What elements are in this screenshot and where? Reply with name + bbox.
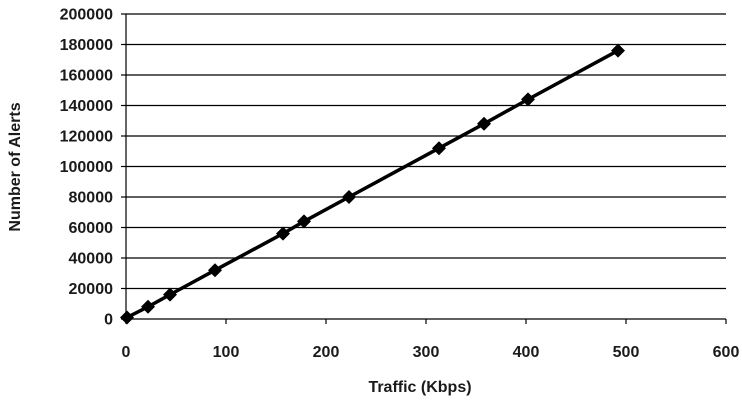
data-point-marker — [297, 214, 311, 229]
y-tick-label: 60000 — [69, 220, 114, 237]
data-point-marker — [342, 190, 356, 204]
data-point-marker — [521, 92, 535, 107]
x-tick-label: 500 — [613, 344, 640, 361]
y-tick-label: 200000 — [60, 7, 113, 24]
x-tick-label: 600 — [713, 344, 740, 361]
series-line — [126, 49, 619, 320]
y-tick-label: 0 — [104, 312, 113, 329]
x-tick-label: 0 — [122, 344, 131, 361]
x-tick-label: 100 — [213, 344, 240, 361]
x-tick-label: 300 — [413, 344, 440, 361]
series-layer — [120, 43, 625, 325]
y-tick-label: 120000 — [60, 129, 113, 146]
data-point-marker — [477, 116, 491, 131]
x-tick-label: 200 — [313, 344, 340, 361]
axes — [121, 13, 727, 324]
y-tick-label: 80000 — [69, 190, 114, 207]
y-axis-title: Number of Alerts — [7, 102, 24, 231]
gridlines — [126, 13, 726, 290]
data-point-marker — [432, 141, 446, 156]
x-axis-title: Traffic (Kbps) — [368, 379, 471, 396]
y-tick-label: 20000 — [69, 281, 114, 298]
data-point-marker — [120, 310, 134, 325]
y-tick-label: 40000 — [69, 251, 114, 268]
data-point-marker — [208, 263, 222, 278]
y-tick-label: 160000 — [60, 68, 113, 85]
data-point-marker — [276, 226, 290, 241]
y-tick-label: 140000 — [60, 98, 113, 115]
y-tick-label: 100000 — [60, 159, 113, 176]
data-point-marker — [611, 43, 625, 58]
data-point-marker — [163, 287, 177, 302]
tick-labels: 0 20000 40000 60000 80000 100000 120000 140000 1… — [60, 7, 740, 362]
data-point-marker — [141, 299, 155, 314]
x-tick-label: 400 — [513, 344, 540, 361]
y-tick-label: 180000 — [60, 37, 113, 54]
